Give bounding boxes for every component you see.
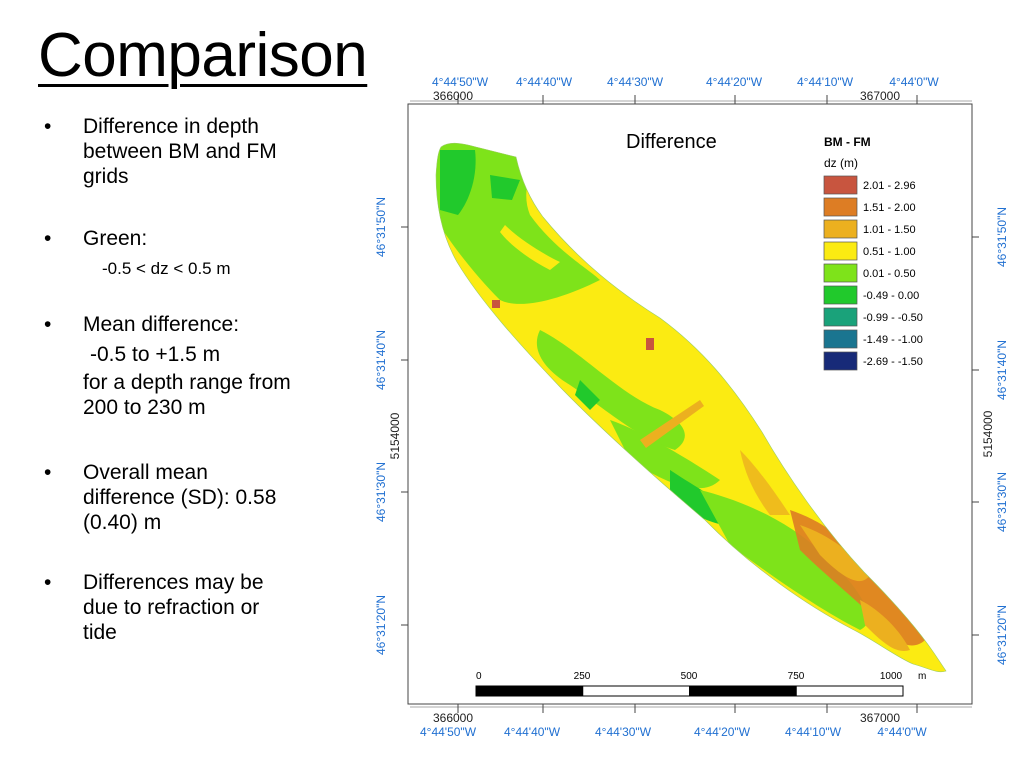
easting-label-bottom: 367000 bbox=[860, 711, 900, 725]
scale-bar-unit: m bbox=[918, 671, 926, 682]
legend-swatch bbox=[823, 175, 858, 195]
bullet-marker: • bbox=[44, 571, 52, 594]
legend-swatch bbox=[823, 329, 858, 349]
bullet-marker: • bbox=[44, 115, 52, 138]
latitude-label-right: 46°31'50"N bbox=[995, 207, 1009, 267]
bullet-sub-line: for a depth range from bbox=[83, 371, 291, 394]
scale-bar-segment bbox=[582, 685, 690, 697]
map-label: Difference bbox=[626, 131, 717, 153]
scale-bar: 0 250 500 750 1000 m bbox=[475, 671, 926, 697]
legend-swatch bbox=[823, 351, 858, 371]
legend-swatch bbox=[823, 197, 858, 217]
scale-bar-tick-label: 250 bbox=[574, 671, 591, 682]
longitude-label-bottom: 4°44'10"W bbox=[785, 725, 842, 739]
legend-label: -2.69 - -1.50 bbox=[863, 356, 923, 368]
legend-label: 0.01 - 0.50 bbox=[863, 268, 916, 280]
bullet-marker: • bbox=[44, 313, 52, 336]
legend-label: -1.49 - -1.00 bbox=[863, 334, 923, 346]
bullet-text-line: Difference in depth bbox=[83, 115, 259, 138]
scale-bar-tick-label: 0 bbox=[476, 671, 482, 682]
legend-title: BM - FM bbox=[824, 135, 871, 149]
legend-label: 1.01 - 1.50 bbox=[863, 224, 916, 236]
swath-outline bbox=[435, 142, 947, 673]
bullet-sub-line: 200 to 230 m bbox=[83, 396, 206, 419]
bullet-text-line: Mean difference: bbox=[83, 313, 240, 336]
bullet-text-line: tide bbox=[83, 621, 117, 644]
scale-bar-segment bbox=[689, 685, 797, 697]
bullet-text-line: Green: bbox=[83, 227, 148, 250]
easting-label-top: 366000 bbox=[433, 89, 473, 103]
legend-swatch bbox=[823, 241, 858, 261]
latitude-label-right: 46°31'30"N bbox=[995, 472, 1009, 532]
scale-bar-tick-label: 500 bbox=[681, 671, 698, 682]
longitude-label-bottom: 4°44'20"W bbox=[694, 725, 751, 739]
legend-swatch bbox=[823, 285, 858, 305]
northing-label-right: 5154000 bbox=[981, 410, 995, 457]
legend-label: 0.51 - 1.00 bbox=[863, 246, 916, 258]
legend-subtitle: dz (m) bbox=[824, 156, 858, 170]
longitude-label-top: 4°44'40"W bbox=[516, 75, 573, 89]
scale-bar-tick-label: 750 bbox=[788, 671, 805, 682]
northing-label-left: 5154000 bbox=[388, 412, 402, 459]
legend-swatch bbox=[823, 307, 858, 327]
bullet-text-line: Differences may be bbox=[83, 571, 264, 594]
scale-bar-segment bbox=[795, 685, 904, 697]
legend-label: 1.51 - 2.00 bbox=[863, 202, 916, 214]
latitude-label-left: 46°31'30"N bbox=[374, 462, 388, 522]
bullet-sub-line: -0.5 to +1.5 m bbox=[90, 343, 221, 366]
legend-label: -0.49 - 0.00 bbox=[863, 290, 919, 302]
bullet-marker: • bbox=[44, 461, 52, 484]
latitude-label-right: 46°31'40"N bbox=[995, 340, 1009, 400]
bullet-text-line: Overall mean bbox=[83, 461, 208, 484]
latitude-label-left: 46°31'20"N bbox=[374, 595, 388, 655]
longitude-label-bottom: 4°44'40"W bbox=[504, 725, 561, 739]
easting-label-top: 367000 bbox=[860, 89, 900, 103]
map-coordinates: 4°44'50"W 4°44'40"W 4°44'30"W 4°44'20"W 4°44… bbox=[374, 75, 1009, 739]
longitude-label-top: 4°44'20"W bbox=[706, 75, 763, 89]
longitude-label-top: 4°44'50"W bbox=[432, 75, 489, 89]
scale-bar-segment bbox=[475, 685, 584, 697]
latitude-label-right: 46°31'20"N bbox=[995, 605, 1009, 665]
longitude-label-top: 4°44'30"W bbox=[607, 75, 664, 89]
bullet-text-line: difference (SD): 0.58 bbox=[83, 486, 277, 509]
latitude-label-left: 46°31'40"N bbox=[374, 330, 388, 390]
longitude-label-bottom: 4°44'30"W bbox=[595, 725, 652, 739]
legend: 2.01 - 2.96 1.51 - 2.00 1.01 - 1.50 0.51 - … bbox=[823, 175, 923, 371]
longitude-label-top: 4°44'0"W bbox=[889, 75, 939, 89]
slide-title: Comparison bbox=[38, 21, 368, 90]
longitude-label-top: 4°44'10"W bbox=[797, 75, 854, 89]
latitude-label-left: 46°31'50"N bbox=[374, 197, 388, 257]
swath-green-band bbox=[536, 330, 685, 450]
bullet-text-line: between BM and FM bbox=[83, 140, 277, 163]
easting-label-bottom: 366000 bbox=[433, 711, 473, 725]
longitude-label-bottom: 4°44'50"W bbox=[420, 725, 477, 739]
legend-label: -0.99 - -0.50 bbox=[863, 312, 923, 324]
bullet-text-line: due to refraction or bbox=[83, 596, 260, 619]
legend-swatch bbox=[823, 219, 858, 239]
legend-label: 2.01 - 2.96 bbox=[863, 180, 916, 192]
bullet-marker: • bbox=[44, 227, 52, 250]
legend-swatch bbox=[823, 263, 858, 283]
bullet-text-line: (0.40) m bbox=[83, 511, 162, 534]
scale-bar-tick-label: 1000 bbox=[880, 671, 903, 682]
longitude-label-bottom: 4°44'0"W bbox=[877, 725, 927, 739]
bullet-text-line: grids bbox=[83, 165, 129, 188]
bullet-sub-line: -0.5 < dz < 0.5 m bbox=[102, 259, 231, 278]
